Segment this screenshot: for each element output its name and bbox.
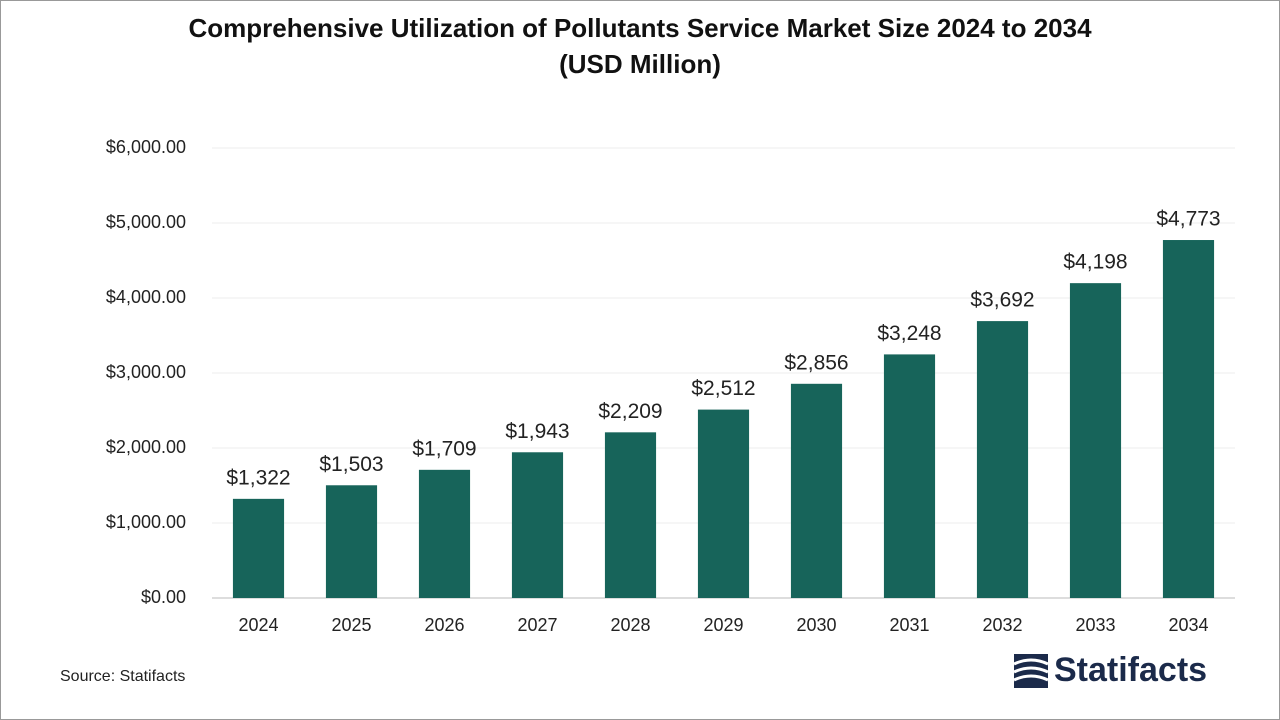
- brand: Statifacts: [1054, 651, 1207, 689]
- x-tick-label: 2026: [424, 615, 464, 635]
- y-tick-label: $0.00: [141, 587, 186, 607]
- bar: [232, 498, 285, 598]
- y-tick-label: $1,000.00: [106, 512, 186, 532]
- x-tick-label: 2033: [1075, 615, 1115, 635]
- chart-subtitle: (USD Million): [559, 49, 721, 79]
- value-label: $3,248: [877, 322, 941, 345]
- x-tick-label: 2025: [331, 615, 371, 635]
- x-tick-label: 2030: [796, 615, 836, 635]
- bar: [418, 469, 471, 598]
- bar: [883, 354, 936, 598]
- x-tick-label: 2032: [982, 615, 1022, 635]
- value-label: $1,943: [505, 420, 569, 443]
- bar: [511, 452, 564, 598]
- value-label: $1,322: [226, 466, 290, 489]
- chart-title: Comprehensive Utilization of Pollutants …: [188, 13, 1092, 43]
- source: Source: Statifacts: [60, 668, 185, 685]
- x-tick-label: 2027: [517, 615, 557, 635]
- x-tick-label: 2034: [1168, 615, 1208, 635]
- x-tick-label: 2028: [610, 615, 650, 635]
- bar: [1162, 240, 1215, 598]
- x-tick-label: 2024: [238, 615, 278, 635]
- value-label: $2,209: [598, 400, 662, 423]
- value-label: $2,512: [691, 377, 755, 400]
- bar: [325, 485, 378, 598]
- y-tick-label: $2,000.00: [106, 437, 186, 457]
- value-label: $4,198: [1063, 251, 1127, 274]
- bar: [976, 321, 1029, 598]
- value-label: $1,709: [412, 437, 476, 460]
- value-label: $3,692: [970, 289, 1034, 312]
- value-label: $2,856: [784, 351, 848, 374]
- y-tick-label: $4,000.00: [106, 287, 186, 307]
- bar: [1069, 283, 1122, 598]
- value-label: $4,773: [1156, 208, 1220, 231]
- value-label: $1,503: [319, 453, 383, 476]
- x-tick-label: 2031: [889, 615, 929, 635]
- bar: [790, 383, 843, 598]
- y-tick-label: $6,000.00: [106, 137, 186, 157]
- bar: [604, 432, 657, 598]
- logo-icon: [1013, 654, 1049, 688]
- x-tick-label: 2029: [703, 615, 743, 635]
- bar: [697, 409, 750, 598]
- y-tick-label: $5,000.00: [106, 212, 186, 232]
- y-tick-label: $3,000.00: [106, 362, 186, 382]
